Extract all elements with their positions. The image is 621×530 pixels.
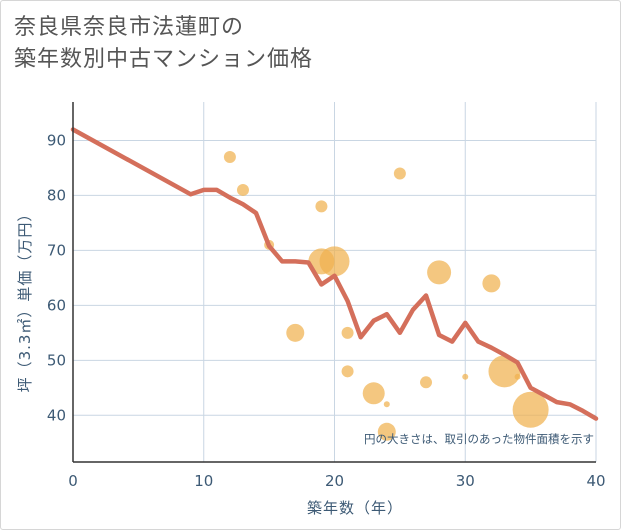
bubble-10 xyxy=(383,401,390,408)
trend-line xyxy=(70,127,599,421)
y-tick-60: 60 xyxy=(47,296,66,314)
bubble-6 xyxy=(319,246,350,277)
bubble-4 xyxy=(315,200,328,213)
bubbles xyxy=(223,150,549,441)
x-tick-10: 10 xyxy=(194,472,213,490)
bubble-11 xyxy=(377,422,396,441)
tick-labels: 0 10 20 30 40 40 50 60 70 80 90 xyxy=(47,131,606,490)
y-tick-90: 90 xyxy=(47,131,66,149)
y-tick-80: 80 xyxy=(47,186,66,204)
y-tick-50: 50 xyxy=(47,351,66,369)
bubble-17 xyxy=(488,355,521,388)
x-tick-0: 0 xyxy=(68,472,78,490)
bubble-12 xyxy=(393,167,406,180)
y-axis-label: 坪（3.3㎡）単価（万円） xyxy=(16,206,34,393)
bubble-8 xyxy=(341,365,354,378)
bubble-19 xyxy=(514,373,521,380)
bubble-14 xyxy=(427,260,452,285)
x-tick-40: 40 xyxy=(586,472,605,490)
chart-title-line2: 築年数別中古マンション価格 xyxy=(14,47,314,72)
axes xyxy=(72,102,596,463)
bubble-9 xyxy=(362,382,385,405)
bubble-16 xyxy=(482,274,501,293)
trend-line-group xyxy=(70,127,599,421)
bubble-13 xyxy=(420,376,433,389)
chart-title: 奈良県奈良市法蓮町の 築年数別中古マンション価格 xyxy=(14,12,574,76)
grid xyxy=(73,102,597,462)
bubble-18 xyxy=(512,391,549,428)
y-tick-40: 40 xyxy=(47,406,66,424)
y-tick-70: 70 xyxy=(47,241,66,259)
x-tick-30: 30 xyxy=(456,472,475,490)
bubble-15 xyxy=(462,373,469,380)
x-tick-20: 20 xyxy=(325,472,344,490)
bubble-0 xyxy=(223,150,236,163)
bubble-1 xyxy=(236,183,249,196)
x-axis-label: 築年数（年） xyxy=(307,499,403,517)
bubble-3 xyxy=(286,323,305,342)
size-note: 円の大きさは、取引のあった物件面積を示す xyxy=(364,432,594,446)
bubble-7 xyxy=(341,326,354,339)
chart-title-line1: 奈良県奈良市法蓮町の xyxy=(14,15,245,40)
